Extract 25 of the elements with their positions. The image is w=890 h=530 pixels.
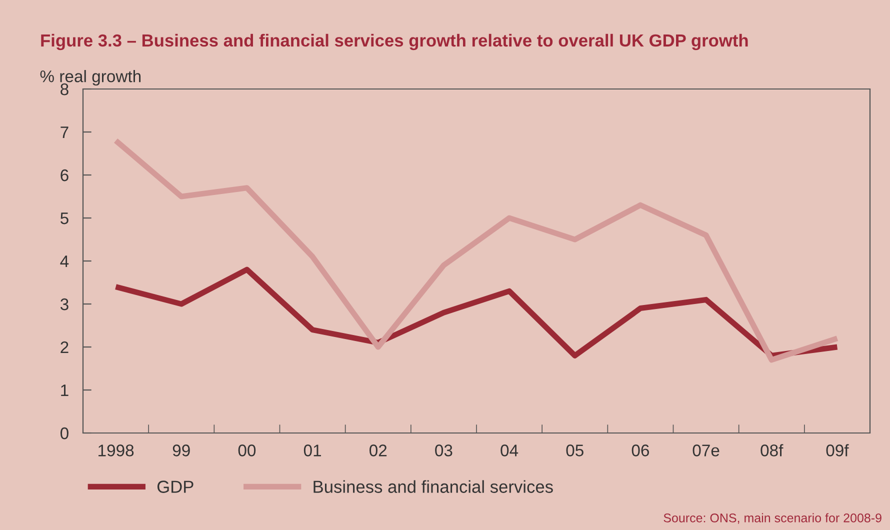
y-tick-label: 1 [61, 384, 68, 396]
legend-label: GDP [157, 480, 194, 493]
x-tick-label: 05 [566, 444, 584, 456]
x-tick-label: 02 [370, 444, 387, 456]
x-tick-label: 01 [304, 444, 321, 456]
x-tick-label: 04 [500, 444, 518, 456]
x-tick-label: 08f [760, 444, 784, 456]
x-tick-label: 99 [172, 444, 190, 456]
x-tick-label: 00 [238, 444, 256, 456]
x-tick-label: 07e [692, 444, 720, 456]
x-tick-label: 06 [632, 444, 649, 456]
y-tick-label: 6 [60, 169, 68, 182]
chart-title: Figure 3.3 – Business and financial services growth relative to overall UK GDP growth [41, 34, 748, 50]
x-tick-label: 03 [435, 444, 452, 456]
y-tick-label: 3 [60, 298, 68, 310]
legend-label: Business and financial services [314, 480, 553, 493]
source-note: Source: ONS, main scenario for 2008-9 [664, 513, 882, 524]
y-tick-label: 4 [60, 256, 69, 268]
x-tick-label: 09f [826, 444, 849, 456]
y-tick-label: 7 [60, 126, 68, 138]
x-tick-label: 1998 [98, 444, 134, 456]
y-tick-label: 8 [60, 83, 68, 96]
y-tick-label: 2 [60, 341, 68, 354]
y-tick-label: 0 [60, 427, 68, 440]
y-tick-label: 5 [60, 212, 68, 224]
